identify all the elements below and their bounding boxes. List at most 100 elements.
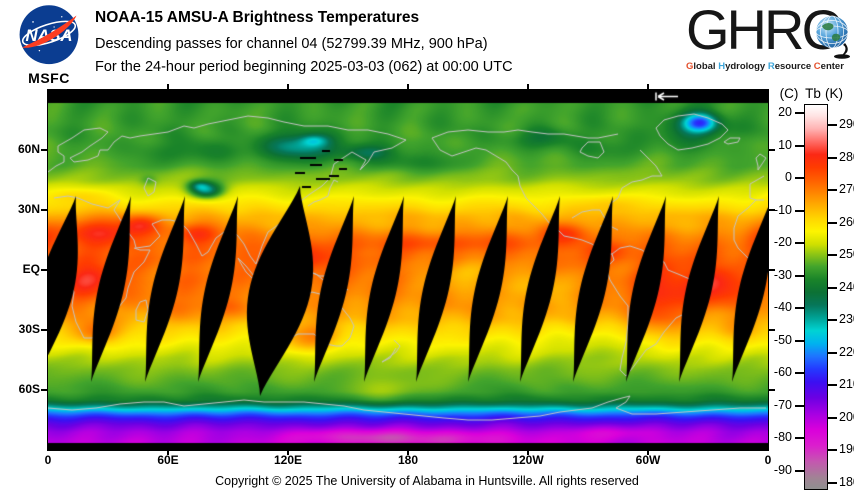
x-axis-label: 180 [397,453,419,467]
ghrc-tagline-initial: H [718,61,726,72]
colorbar-celsius-tick [795,209,804,212]
colorbar-kelvin-label: 250 [839,247,854,261]
colorbar-celsius-tick [795,177,804,179]
colorbar-kelvin-tick [828,319,837,321]
y-axis-tick [769,269,775,271]
colorbar-kelvin-label: 180 [839,474,854,489]
y-axis-label: EQ [22,262,40,276]
subtitle-channel: Descending passes for channel 04 (52799.… [95,36,488,52]
ghrc-tagline-initial: R [767,61,775,72]
colorbar-kelvin-tick [828,156,837,159]
colorbar-celsius-tick [795,144,804,147]
x-axis-tick [407,84,409,89]
colorbar-celsius-tick [795,242,804,244]
colorbar-unit-celsius: (C) [779,86,799,101]
colorbar-celsius-tick [795,339,804,342]
colorbar-kelvin-tick [828,221,837,224]
colorbar-kelvin-label: 220 [839,344,854,359]
colorbar-celsius-label: -50 [773,332,792,347]
y-axis-label: 30N [17,202,40,216]
ghrc-wordmark-text: GHR [686,0,804,61]
colorbar-kelvin-label: 270 [839,182,854,196]
colorbar-kelvin-label: 210 [839,377,854,391]
ghrc-wordmark: GHRC [686,0,852,61]
colorbar-celsius-label: -60 [773,365,792,379]
y-axis-tick [41,209,47,211]
ghrc-tagline-word: enter [820,61,844,72]
brightness-temperature-map [47,89,769,451]
colorbar-kelvin-tick [828,449,837,451]
colorbar-celsius-tick [795,307,804,309]
y-axis-tick [41,149,47,151]
x-axis-tick [647,84,649,89]
x-axis-tick [647,451,649,455]
x-axis-tick [407,451,409,455]
colorbar-celsius-tick [795,112,804,114]
y-axis-tick [41,269,47,271]
y-axis-tick [41,389,47,391]
y-axis-label: 30S [18,322,40,336]
y-axis-label: 60N [17,142,40,156]
x-axis-tick [167,84,169,89]
colorbar-kelvin-label: 200 [839,409,854,424]
colorbar-celsius-label: 20 [778,105,792,119]
ghrc-tagline-word: lobal [693,61,719,72]
colorbar-kelvin-tick [828,416,837,419]
colorbar-celsius-label: -20 [773,235,792,249]
ghrc-tagline-word: ydrology [725,61,768,72]
colorbar-celsius-label: -90 [773,462,792,477]
subtitle-period: For the 24-hour period beginning 2025-03… [95,59,513,75]
y-axis-tick [41,329,47,331]
y-axis-tick [769,209,775,211]
colorbar-celsius-tick [795,372,804,374]
colorbar-celsius-tick [795,437,804,439]
ghrc-tagline-initial: G [686,61,694,72]
x-axis-label: 0 [44,453,52,467]
colorbar-celsius-label: 10 [778,137,792,152]
colorbar-celsius-tick [795,274,804,277]
x-axis-label: 0 [764,453,772,467]
x-axis-tick [167,451,169,455]
colorbar-celsius-label: 0 [785,170,792,184]
x-axis-label: 120W [512,453,544,467]
colorbar-celsius-tick [795,404,804,407]
ghrc-tagline-word: esource [774,61,814,72]
colorbar-kelvin-tick [828,189,837,191]
colorbar-celsius-label: -40 [773,300,792,314]
title-block: NOAA-15 AMSU-A Brightness Temperatures D… [95,9,513,82]
colorbar-celsius-label: -70 [773,397,792,412]
x-axis-tick [287,451,289,455]
colorbar-kelvin-label: 240 [839,279,854,294]
colorbar-kelvin-tick [828,124,837,126]
nasa-logo: NASA MSFC [10,4,88,86]
copyright-text: Copyright © 2025 The University of Alaba… [215,474,639,488]
x-axis-label: 60E [157,453,179,467]
ghrc-globe-icon [816,15,851,59]
y-axis-tick [769,329,775,331]
colorbar-kelvin-label: 280 [839,149,854,164]
colorbar-celsius-tick [795,469,804,472]
ghrc-logo: GHRC Global Hydrology Resource Center [686,2,852,72]
colorbar-kelvin-label: 260 [839,214,854,229]
colorbar-title: Tb [805,86,821,101]
colorbar-kelvin-tick [828,351,837,354]
y-axis-tick [769,149,775,151]
colorbar-kelvin-tick [828,254,837,256]
colorbar-kelvin-label: 230 [839,312,854,326]
ghrc-tagline: Global Hydrology Resource Center [686,61,852,72]
x-axis-tick [287,84,289,89]
y-axis-label: 60S [18,382,40,396]
colorbar-unit-kelvin: (K) [825,86,843,101]
x-axis-label: 60W [635,453,661,467]
colorbar-kelvin-tick [828,286,837,289]
msfc-label: MSFC [28,70,70,86]
colorbar-gradient [804,104,828,490]
colorbar-kelvin-label: 190 [839,442,854,456]
colorbar-kelvin-tick [828,384,837,386]
y-axis-tick [769,389,775,391]
colorbar-celsius-label: -80 [773,430,792,444]
colorbar-celsius-label: -30 [773,267,792,282]
x-axis-label: 120E [273,453,303,467]
x-axis-tick [527,451,529,455]
